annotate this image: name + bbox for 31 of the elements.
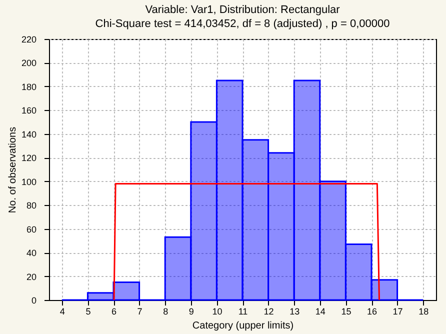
y-axis-title: No. of observations <box>7 126 18 214</box>
chart-title: Variable: Var1, Distribution: Rectangular <box>145 4 340 16</box>
x-tick-label: 8 <box>163 306 168 316</box>
x-tick-label: 5 <box>86 306 91 316</box>
x-axis-title: Category (upper limits) <box>192 320 294 332</box>
y-tick-label: 120 <box>21 153 36 164</box>
y-tick-label: 80 <box>26 200 36 211</box>
y-tick-label: 200 <box>21 58 36 68</box>
x-tick-label: 10 <box>212 306 222 316</box>
x-tick-label: 17 <box>392 306 403 316</box>
x-tick-label: 7 <box>137 306 142 316</box>
y-tick-label: 140 <box>21 129 36 140</box>
x-tick-label: 9 <box>188 306 194 316</box>
y-tick-label: 180 <box>21 82 36 92</box>
y-tick-label: 160 <box>21 106 36 116</box>
x-tick-label: 11 <box>238 306 248 316</box>
y-tick-label: 20 <box>26 272 36 282</box>
x-tick-label: 16 <box>366 306 378 316</box>
y-tick-label: 220 <box>21 34 36 44</box>
x-tick-label: 15 <box>341 306 352 316</box>
y-tick-label: 100 <box>21 176 36 187</box>
y-tick-label: 60 <box>26 224 36 234</box>
y-tick-label: 0 <box>31 296 36 306</box>
x-tick-label: 12 <box>264 306 274 316</box>
x-tick-label: 18 <box>418 306 429 316</box>
x-tick-label: 14 <box>315 306 326 316</box>
x-tick-label: 4 <box>60 306 65 316</box>
x-tick-label: 13 <box>290 306 300 316</box>
y-tick-label: 40 <box>26 248 36 258</box>
x-tick-label: 6 <box>111 306 117 316</box>
chart-subtitle: Chi-Square test = 414,03452, df = 8 (adjusted) , p = 0,00000 <box>95 18 390 30</box>
